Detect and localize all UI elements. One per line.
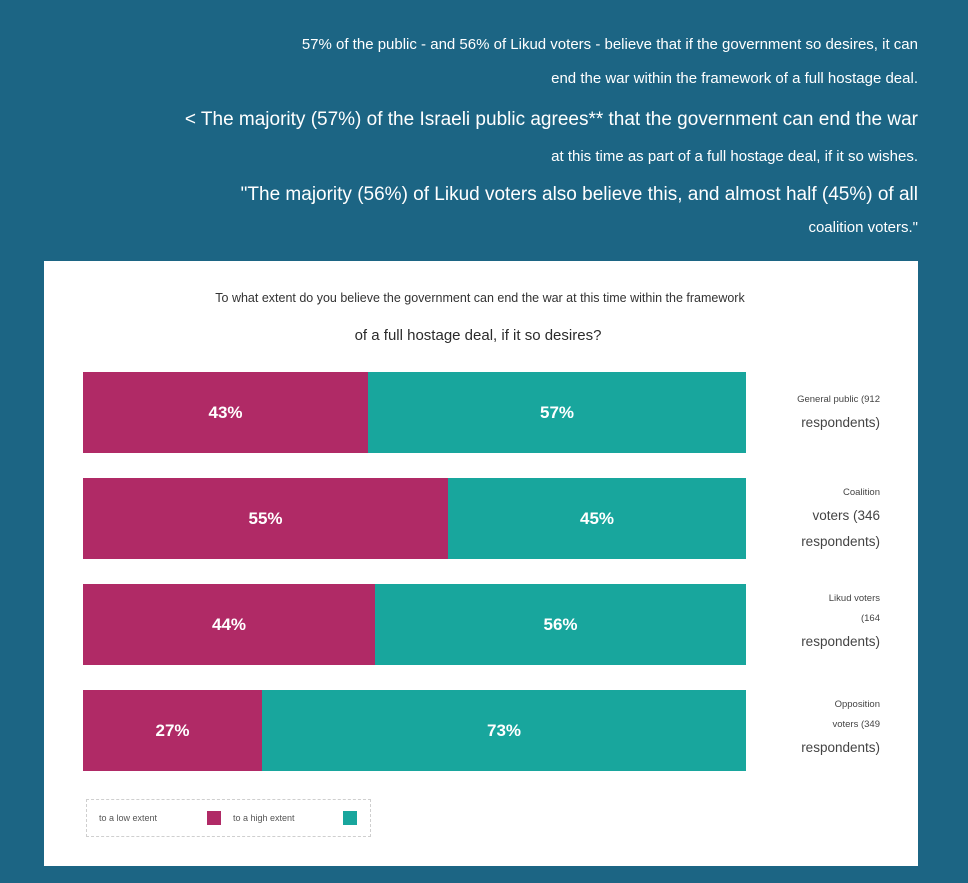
header-line: < The majority (57%) of the Israeli publ… bbox=[184, 109, 918, 130]
category-label-2: Likud voters (164 respondents) bbox=[760, 589, 880, 655]
category-label-line: Coalition bbox=[843, 486, 880, 498]
header-line: at this time as part of a full hostage d… bbox=[551, 148, 918, 165]
chart-legend: to a low extent to a high extent bbox=[86, 799, 371, 837]
header-line: 57% of the public - and 56% of Likud vot… bbox=[301, 36, 918, 53]
header-line: end the war within the framework of a fu… bbox=[551, 70, 918, 87]
category-label-line: respondents) bbox=[801, 633, 880, 649]
category-label-3: Opposition voters (349 respondents) bbox=[760, 695, 880, 761]
data-label: 57% bbox=[539, 402, 575, 422]
category-label-line: (164 bbox=[860, 612, 880, 624]
data-label: 55% bbox=[248, 508, 283, 528]
chart-panel bbox=[44, 261, 918, 866]
bar-segment-low-1: 55% bbox=[83, 478, 448, 559]
legend-swatch-high bbox=[343, 811, 357, 825]
data-label: 27% bbox=[155, 720, 190, 740]
legend-label-high: to a high extent bbox=[233, 813, 295, 823]
category-label-line: General public (912 bbox=[797, 393, 880, 405]
data-label: 73% bbox=[486, 720, 522, 740]
bar-segment-high-3: 73% bbox=[262, 690, 746, 771]
data-label: 43% bbox=[208, 402, 243, 422]
bar-segment-high-1: 45% bbox=[448, 478, 746, 559]
category-label-line: voters (346 bbox=[812, 507, 880, 523]
header-line: coalition voters." bbox=[808, 219, 918, 236]
category-label-line: voters (349 bbox=[832, 718, 880, 730]
bar-segment-low-3: 27% bbox=[83, 690, 262, 771]
category-label-1: Coalition voters (346 respondents) bbox=[760, 483, 880, 555]
chart-subtitle: of a full hostage deal, if it so desires… bbox=[354, 327, 602, 344]
data-label: 44% bbox=[211, 614, 247, 634]
bar-segment-high-0: 57% bbox=[368, 372, 746, 453]
header-line: "The majority (56%) of Likud voters also… bbox=[240, 184, 918, 205]
data-label: 45% bbox=[579, 508, 615, 528]
category-label-line: Opposition bbox=[834, 698, 880, 710]
category-label-line: respondents) bbox=[801, 414, 880, 430]
bar-segment-low-0: 43% bbox=[83, 372, 368, 453]
data-label: 56% bbox=[543, 614, 578, 634]
legend-swatch-low bbox=[207, 811, 221, 825]
legend-label-low: to a low extent bbox=[99, 813, 158, 823]
bar-segment-high-2: 56% bbox=[375, 584, 746, 665]
chart-title: To what extent do you believe the govern… bbox=[215, 291, 745, 305]
category-label-line: Likud voters bbox=[828, 592, 880, 604]
category-label-line: respondents) bbox=[801, 739, 880, 755]
bar-segment-low-2: 44% bbox=[83, 584, 375, 665]
category-label-0: General public (912 respondents) bbox=[760, 390, 880, 436]
category-label-line: respondents) bbox=[801, 533, 880, 549]
